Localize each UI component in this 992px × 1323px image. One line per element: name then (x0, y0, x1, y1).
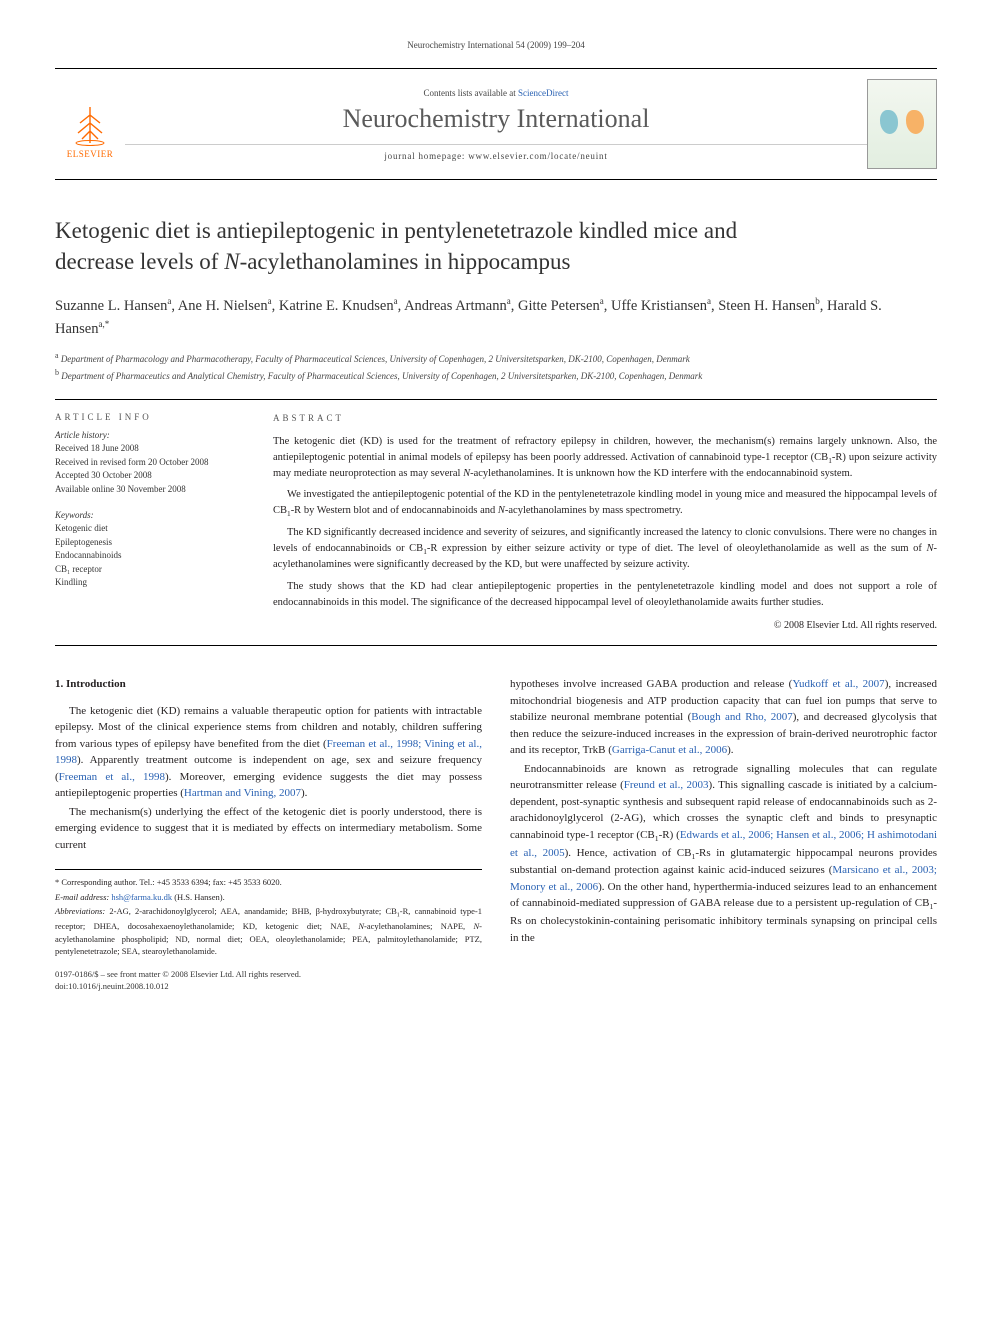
section-1-heading: 1. Introduction (55, 676, 482, 693)
affiliation-a: Department of Pharmacology and Pharmacot… (61, 354, 690, 364)
author-1: Suzanne L. Hansen (55, 298, 167, 314)
journal-name: Neurochemistry International (125, 104, 867, 134)
body-p4: Endocannabinoids are known as retrograde… (510, 761, 937, 946)
received-date: Received 18 June 2008 (55, 442, 237, 456)
title-line1: Ketogenic diet is antiepileptogenic in p… (55, 218, 737, 243)
citation-link[interactable]: Freeman et al., 1998 (59, 771, 165, 783)
citation-link[interactable]: Hartman and Vining, 2007 (184, 787, 301, 799)
body-two-column: 1. Introduction The ketogenic diet (KD) … (55, 676, 937, 957)
abstract-column: ABSTRACT The ketogenic diet (KD) is used… (255, 400, 937, 645)
keywords-label: Keywords: (55, 510, 237, 520)
running-header: Neurochemistry International 54 (2009) 1… (55, 40, 937, 50)
abstract-p1: The ketogenic diet (KD) is used for the … (273, 434, 937, 482)
footnotes: * Corresponding author. Tel.: +45 3533 6… (55, 869, 482, 957)
citation-link[interactable]: Freund et al., 2003 (624, 779, 709, 791)
masthead: ELSEVIER Contents lists available at Sci… (55, 68, 937, 180)
article-title: Ketogenic diet is antiepileptogenic in p… (55, 215, 937, 277)
abbreviations: Abbreviations: 2-AG, 2-arachidonoylglyce… (55, 905, 482, 957)
revised-date: Received in revised form 20 October 2008 (55, 456, 237, 470)
keywords: Keywords: Ketogenic diet Epileptogenesis… (55, 510, 237, 590)
online-date: Available online 30 November 2008 (55, 483, 237, 497)
contents-available-line: Contents lists available at ScienceDirec… (125, 88, 867, 98)
keyword-1: Ketogenic diet (55, 522, 237, 536)
homepage-line: journal homepage: www.elsevier.com/locat… (125, 144, 867, 161)
author-6: Uffe Kristiansen (611, 298, 707, 314)
body-p2: The mechanism(s) underlying the effect o… (55, 804, 482, 854)
author-5: Gitte Petersen (518, 298, 600, 314)
masthead-center: Contents lists available at ScienceDirec… (125, 88, 867, 161)
keyword-4: CB₁ receptor (55, 563, 237, 577)
keyword-2: Epileptogenesis (55, 536, 237, 550)
title-block: Ketogenic diet is antiepileptogenic in p… (55, 215, 937, 277)
affiliations: a Department of Pharmacology and Pharmac… (55, 350, 937, 383)
contents-prefix: Contents lists available at (424, 88, 518, 98)
footer-doi: doi:10.1016/j.neuint.2008.10.012 (55, 981, 937, 993)
journal-cover-thumbnail (867, 79, 937, 169)
title-line2-pre: decrease levels of (55, 249, 224, 274)
abstract-p3: The KD significantly decreased incidence… (273, 525, 937, 573)
body-p3: hypotheses involve increased GABA produc… (510, 676, 937, 759)
history-label: Article history: (55, 430, 237, 440)
citation-link[interactable]: Garriga-Canut et al., 2006 (612, 744, 727, 756)
keyword-5: Kindling (55, 576, 237, 590)
author-7: Steen H. Hansen (718, 298, 815, 314)
abstract-p4: The study shows that the KD had clear an… (273, 579, 937, 611)
affiliation-b: Department of Pharmaceutics and Analytic… (61, 371, 702, 381)
email-line: E-mail address: hsh@farma.ku.dk (H.S. Ha… (55, 891, 482, 903)
authors: Suzanne L. Hansena, Ane H. Nielsena, Kat… (55, 295, 937, 340)
body-p1: The ketogenic diet (KD) remains a valuab… (55, 703, 482, 802)
publisher-logo: ELSEVIER (55, 89, 125, 159)
citation-link[interactable]: Bough and Rho, 2007 (691, 711, 792, 723)
homepage-prefix: journal homepage: (384, 151, 468, 161)
corresponding-author: * Corresponding author. Tel.: +45 3533 6… (55, 876, 482, 888)
page-footer: 0197-0186/$ – see front matter © 2008 El… (55, 969, 937, 993)
email-link[interactable]: hsh@farma.ku.dk (111, 892, 172, 902)
elsevier-tree-icon (68, 103, 112, 147)
article-info-column: ARTICLE INFO Article history: Received 1… (55, 400, 255, 645)
info-abstract-row: ARTICLE INFO Article history: Received 1… (55, 399, 937, 646)
keyword-3: Endocannabinoids (55, 549, 237, 563)
article-history: Article history: Received 18 June 2008 R… (55, 430, 237, 496)
title-line2-post: -acylethanolamines in hippocampus (240, 249, 571, 274)
author-2: Ane H. Nielsen (178, 298, 268, 314)
sciencedirect-link[interactable]: ScienceDirect (518, 88, 568, 98)
abstract-p2: We investigated the antiepileptogenic po… (273, 487, 937, 519)
article-info-head: ARTICLE INFO (55, 412, 237, 422)
footer-line1: 0197-0186/$ – see front matter © 2008 El… (55, 969, 937, 981)
abstract-copyright: © 2008 Elsevier Ltd. All rights reserved… (273, 618, 937, 633)
author-4: Andreas Artmann (404, 298, 507, 314)
abstract-head: ABSTRACT (273, 412, 937, 426)
accepted-date: Accepted 30 October 2008 (55, 469, 237, 483)
citation-link[interactable]: Yudkoff et al., 2007 (792, 678, 884, 690)
title-line2-em: N (224, 249, 239, 274)
publisher-logo-label: ELSEVIER (67, 149, 114, 159)
homepage-url: www.elsevier.com/locate/neuint (468, 151, 607, 161)
author-3: Katrine E. Knudsen (279, 298, 394, 314)
